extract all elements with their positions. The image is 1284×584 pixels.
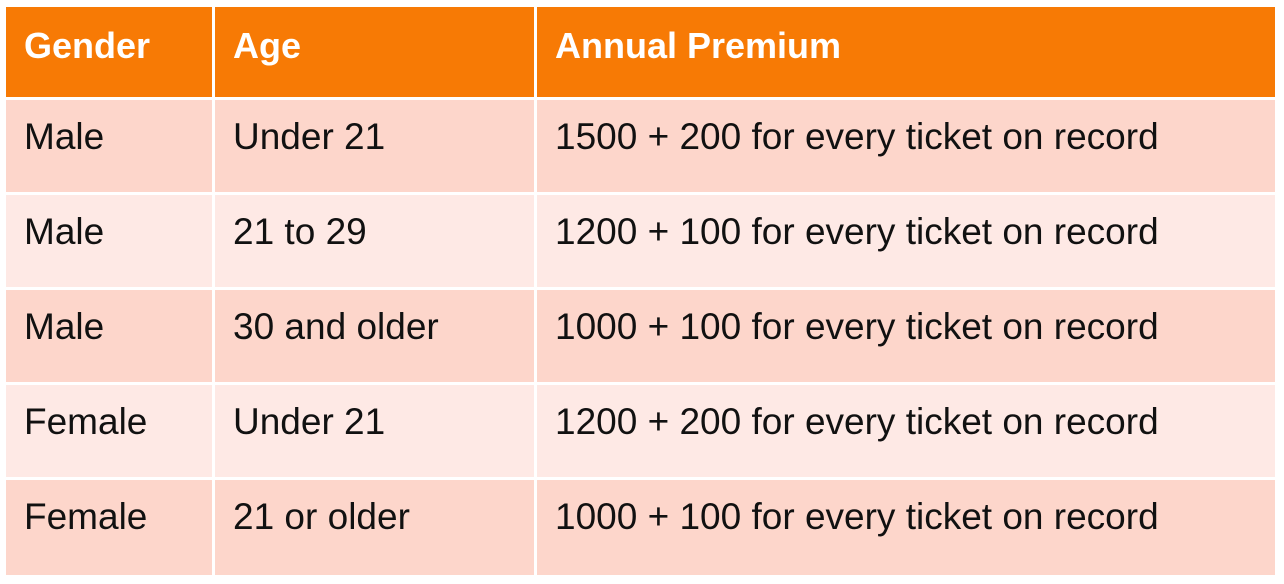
table-header: Gender Age Annual Premium bbox=[6, 7, 1275, 100]
cell-annual-premium: 1200 + 100 for every ticket on record bbox=[537, 195, 1275, 290]
premium-table: Gender Age Annual Premium Male Under 21 … bbox=[6, 7, 1275, 575]
cell-annual-premium: 1000 + 100 for every ticket on record bbox=[537, 290, 1275, 385]
table-row: Female Under 21 1200 + 200 for every tic… bbox=[6, 385, 1275, 480]
header-row: Gender Age Annual Premium bbox=[6, 7, 1275, 100]
cell-age: 21 to 29 bbox=[215, 195, 537, 290]
table-body: Male Under 21 1500 + 200 for every ticke… bbox=[6, 100, 1275, 575]
cell-age: Under 21 bbox=[215, 100, 537, 195]
cell-annual-premium: 1000 + 100 for every ticket on record bbox=[537, 480, 1275, 575]
header-gender: Gender bbox=[6, 7, 215, 100]
cell-gender: Male bbox=[6, 195, 215, 290]
cell-gender: Male bbox=[6, 290, 215, 385]
cell-age: Under 21 bbox=[215, 385, 537, 480]
table-row: Male Under 21 1500 + 200 for every ticke… bbox=[6, 100, 1275, 195]
header-age: Age bbox=[215, 7, 537, 100]
cell-age: 30 and older bbox=[215, 290, 537, 385]
table-row: Male 30 and older 1000 + 100 for every t… bbox=[6, 290, 1275, 385]
cell-gender: Female bbox=[6, 385, 215, 480]
cell-gender: Male bbox=[6, 100, 215, 195]
header-annual-premium: Annual Premium bbox=[537, 7, 1275, 100]
cell-annual-premium: 1200 + 200 for every ticket on record bbox=[537, 385, 1275, 480]
table-row: Male 21 to 29 1200 + 100 for every ticke… bbox=[6, 195, 1275, 290]
cell-annual-premium: 1500 + 200 for every ticket on record bbox=[537, 100, 1275, 195]
cell-gender: Female bbox=[6, 480, 215, 575]
table-row: Female 21 or older 1000 + 100 for every … bbox=[6, 480, 1275, 575]
cell-age: 21 or older bbox=[215, 480, 537, 575]
